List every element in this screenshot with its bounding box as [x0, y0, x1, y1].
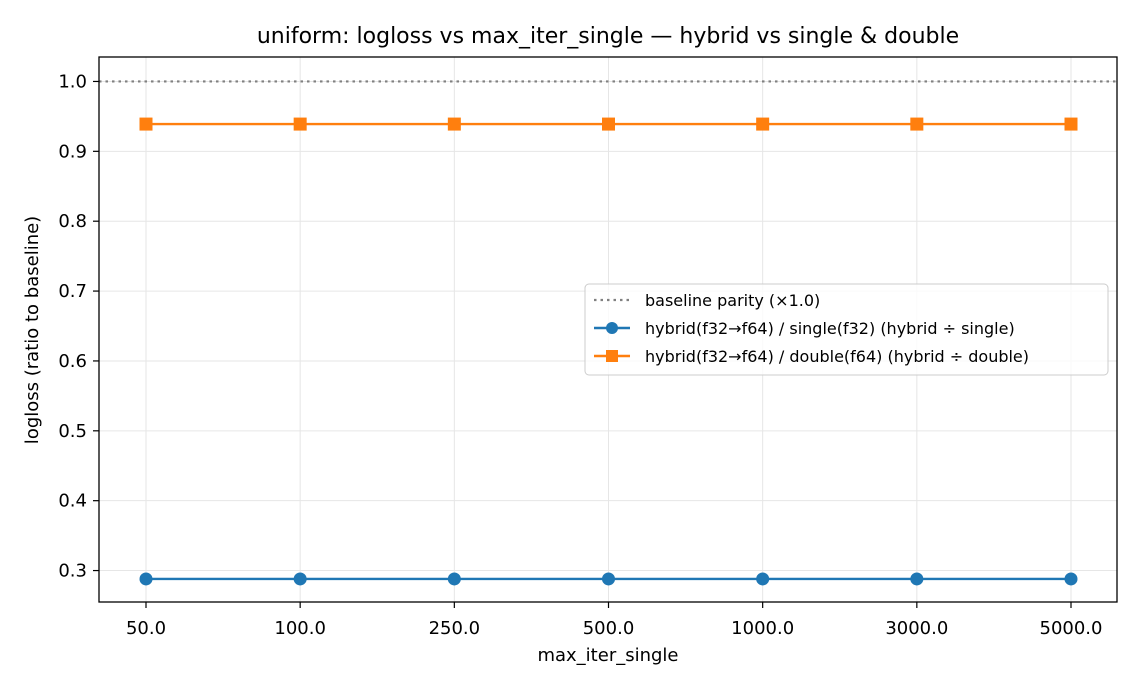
- y-tick-label: 0.8: [58, 211, 87, 232]
- y-axis: 0.3 0.4 0.5 0.6 0.7 0.8 0.9 1.0: [58, 71, 99, 582]
- x-tick-label: 500.0: [583, 618, 635, 639]
- legend: baseline parity (×1.0) hybrid(f32→f64) / …: [584, 283, 1109, 376]
- y-tick-label: 1.0: [58, 71, 87, 92]
- x-tick-label: 100.0: [274, 618, 326, 639]
- legend-box: [584, 283, 1109, 376]
- x-tick-label: 250.0: [429, 618, 481, 639]
- data-point: [910, 117, 924, 131]
- y-tick-label: 0.9: [58, 141, 87, 162]
- x-tick-label: 1000.0: [731, 618, 794, 639]
- y-axis-label: logloss (ratio to baseline): [22, 216, 43, 444]
- y-tick-label: 0.3: [58, 561, 87, 582]
- y-tick-label: 0.7: [58, 281, 87, 302]
- data-point: [139, 572, 153, 586]
- legend-marker: [606, 350, 618, 362]
- x-axis-label: max_iter_single: [537, 645, 678, 666]
- data-point: [602, 572, 615, 586]
- data-point: [756, 572, 770, 586]
- data-point: [293, 572, 307, 586]
- data-point: [447, 572, 461, 586]
- x-tick-label: 3000.0: [885, 618, 948, 639]
- x-axis: 50.0 100.0 250.0 500.0 1000.0 3000.0 5000.0: [126, 602, 1103, 639]
- data-point: [1064, 117, 1078, 131]
- chart-title: uniform: logloss vs max_iter_single — hy…: [257, 24, 959, 49]
- data-point: [139, 117, 153, 131]
- y-tick-label: 0.4: [58, 491, 87, 512]
- data-point: [293, 117, 307, 131]
- y-tick-label: 0.5: [58, 421, 87, 442]
- data-point: [910, 572, 924, 586]
- data-point: [756, 117, 770, 131]
- y-tick-label: 0.6: [58, 351, 87, 372]
- x-tick-label: 50.0: [126, 618, 166, 639]
- legend-marker: [606, 322, 618, 334]
- x-tick-label: 5000.0: [1040, 618, 1103, 639]
- data-point: [447, 117, 461, 131]
- data-point: [1064, 572, 1078, 586]
- series-group: [139, 117, 1078, 586]
- legend-label: hybrid(f32→f64) / double(f64) (hybrid ÷ …: [645, 347, 1029, 366]
- legend-label: hybrid(f32→f64) / single(f32) (hybrid ÷ …: [645, 319, 1015, 338]
- data-point: [602, 117, 615, 131]
- legend-label: baseline parity (×1.0): [645, 291, 820, 310]
